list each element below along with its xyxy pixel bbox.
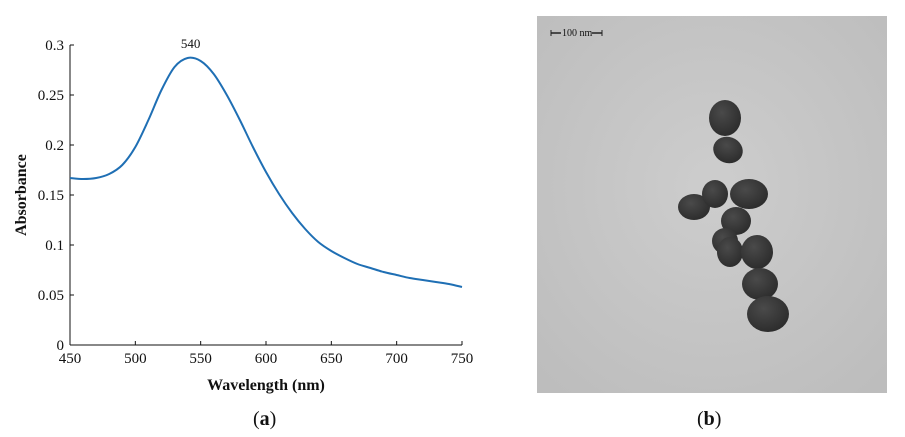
x-ticks: 450 500 550 600 650 700 750 [59,341,474,367]
y-axis-title: Absorbance [13,154,30,236]
scale-bar: 100 nm [550,28,603,39]
annotation-layer: 540 [181,36,201,51]
nanoparticle [713,136,743,164]
y-tick-label: 0.05 [38,288,64,304]
x-tick-label: 550 [189,351,212,367]
nanoparticle [730,179,768,209]
x-tick-label: 750 [451,351,474,367]
peak-annotation: 540 [181,36,201,51]
x-tick-label: 600 [255,351,278,367]
series-layer [69,56,463,288]
nanoparticle [747,296,789,332]
x-tick-label: 500 [124,351,147,367]
x-tick-label: 700 [385,351,408,367]
nanoparticle [702,180,728,208]
y-ticks: 0 0.05 0.1 0.15 0.2 0.25 0.3 [38,38,74,354]
y-tick-label: 0.2 [45,138,64,154]
y-tick-label: 0.3 [45,38,64,54]
x-axis-title: Wavelength (nm) [207,377,325,394]
y-tick-label: 0.15 [38,188,64,204]
tem-micrograph: 100 nm [537,16,887,393]
nanoparticle [709,100,741,136]
absorbance-series-line [69,56,463,288]
y-tick-label: 0 [57,338,65,354]
y-tick-label: 0.1 [45,238,64,254]
chart-axes [69,45,462,346]
panel-label-a: (a) [253,408,277,430]
nanoparticle [742,268,778,300]
nanoparticle [678,194,710,220]
y-tick-label: 0.25 [38,88,64,104]
x-tick-label: 650 [320,351,343,367]
nanoparticle [721,207,751,235]
nanoparticle [717,237,743,267]
panel-label-b: (b) [697,408,722,430]
scale-bar-label: 100 nm [562,28,593,39]
tem-micrograph-drawing: 100 nm [537,16,887,393]
nanoparticle-cluster [678,100,789,332]
x-tick-label: 450 [59,351,82,367]
nanoparticle [741,235,773,269]
